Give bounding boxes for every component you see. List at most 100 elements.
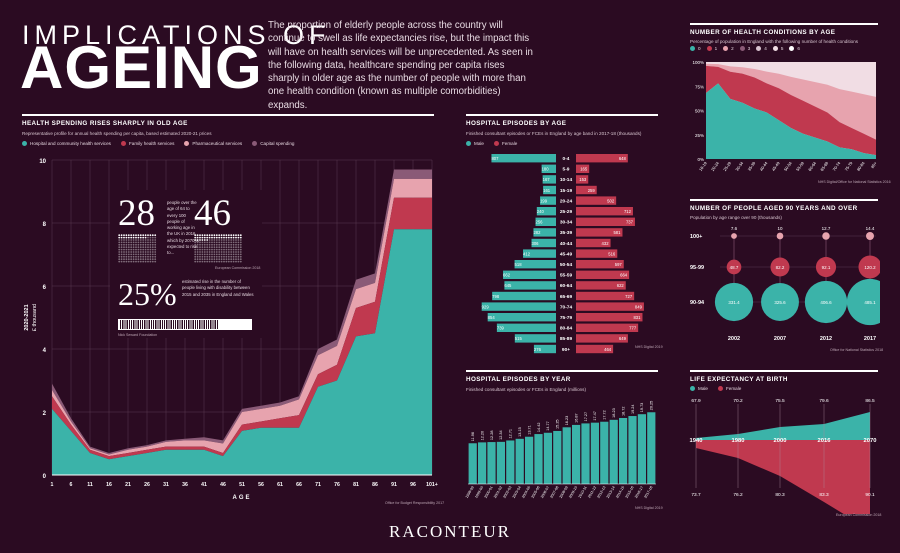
dot-46	[213, 234, 216, 237]
dot-28	[137, 255, 140, 258]
dot-28	[123, 260, 125, 263]
dot-28	[149, 258, 152, 261]
episodes-year-chart: 11.96 1998-99 12.20 1999-00 12.28 2000-01 12.3…	[465, 401, 656, 499]
episodes-age-legend: Male Female	[466, 141, 517, 147]
dot-46	[215, 246, 218, 249]
callout-source-1: European Commission 2018	[215, 266, 261, 270]
dot-46	[211, 248, 213, 251]
year-bar	[468, 443, 477, 484]
dot-28	[123, 251, 125, 253]
dot-46	[211, 243, 213, 246]
dot-46	[199, 260, 201, 263]
dot-28	[135, 248, 137, 251]
male-value-label: 518	[515, 262, 523, 267]
dot-28	[142, 251, 145, 253]
dot-28	[123, 248, 125, 251]
dot-28	[142, 241, 145, 244]
year-tick-label: 2010-11	[578, 485, 588, 498]
dot-46	[239, 236, 242, 239]
dot-28	[132, 234, 135, 237]
callout-pct: 25%	[118, 276, 177, 312]
dot-28	[130, 234, 133, 237]
dot-28	[144, 258, 147, 261]
cond-y-tick: 100%	[692, 60, 704, 65]
x-tick-label: 101+	[426, 482, 438, 488]
dot-28	[125, 255, 128, 258]
dot-46	[220, 246, 223, 249]
bubble-value: 325.6	[774, 300, 786, 305]
male-value-label: 645	[504, 283, 512, 288]
dot-46	[196, 239, 199, 241]
dot-28	[132, 255, 135, 258]
dot-28	[127, 246, 130, 249]
dot-28	[132, 236, 135, 239]
dot-28	[137, 239, 140, 241]
cond-x-tick: 55-59	[795, 160, 805, 172]
dot-28	[125, 246, 128, 249]
year-value-label: 12.71	[509, 429, 513, 439]
age-band-label: 55-59	[560, 273, 573, 279]
life-title: LIFE EXPECTANCY AT BIRTH	[690, 376, 788, 383]
dot-28	[118, 234, 121, 237]
dot-28	[132, 248, 135, 251]
dot-28	[125, 239, 128, 241]
x-tick-label: 16	[106, 482, 112, 488]
dot-46	[220, 258, 223, 261]
dot-28	[132, 246, 135, 249]
x-tick-label: 36	[182, 482, 188, 488]
dot-28	[120, 255, 123, 258]
ninety-title: NUMBER OF PEOPLE AGED 90 YEARS AND OVER	[690, 205, 858, 212]
cond-y-tick: 50%	[695, 109, 704, 114]
dot-28	[123, 258, 125, 261]
dot-46	[230, 251, 233, 253]
bar-female	[576, 291, 635, 301]
dot-28	[123, 234, 125, 237]
dot-28	[123, 255, 125, 258]
dot-28	[132, 260, 135, 263]
dot-28	[120, 253, 123, 256]
male-life-value: 70.2	[733, 398, 743, 404]
cond-x-tick: 45-49	[771, 160, 781, 172]
bar-male	[542, 175, 556, 184]
male-value-label: 854	[488, 315, 496, 320]
bar-female	[576, 228, 623, 237]
cond-x-tick: 16-19	[698, 160, 708, 172]
dot-46	[220, 255, 223, 258]
dot-46	[194, 251, 197, 253]
dot-28	[144, 248, 147, 251]
bar-female	[576, 217, 635, 226]
dot-46	[208, 248, 211, 251]
life-year-label: 2070	[864, 438, 877, 444]
dot-28	[147, 260, 149, 263]
ninety-rule	[690, 199, 878, 201]
dot-46	[235, 260, 237, 263]
dot-46	[227, 248, 230, 251]
bubble-95-99	[858, 255, 880, 279]
y-tick-label: 2	[43, 411, 47, 417]
year-value-label: 11.96	[471, 432, 475, 441]
dot-46	[203, 248, 206, 251]
spending-source: Office for Budget Responsibility 2017	[385, 501, 445, 505]
dot-28	[144, 241, 147, 244]
dot-28	[144, 251, 147, 253]
year-tick-label: 2004-05	[521, 486, 531, 499]
bubble-90-94	[804, 280, 848, 324]
dot-28	[130, 236, 133, 239]
dot-28	[151, 253, 154, 256]
year-bar	[572, 424, 581, 484]
dot-46	[235, 239, 237, 241]
bubble-90-94	[761, 283, 799, 321]
dot-46	[208, 251, 211, 253]
dot-46	[215, 255, 218, 258]
dot-46	[213, 243, 216, 246]
dot-46	[208, 253, 211, 256]
dot-46	[237, 234, 240, 237]
dot-28	[120, 241, 123, 244]
life-year-label: 1940	[690, 438, 703, 444]
dot-46	[237, 236, 240, 239]
ninety-source: Office for National Statistics 2018	[830, 348, 884, 352]
raconteur-logo: RACONTEUR	[389, 522, 511, 541]
conditions-rule	[690, 23, 878, 25]
dot-46	[194, 236, 197, 239]
bar-male	[531, 238, 556, 248]
